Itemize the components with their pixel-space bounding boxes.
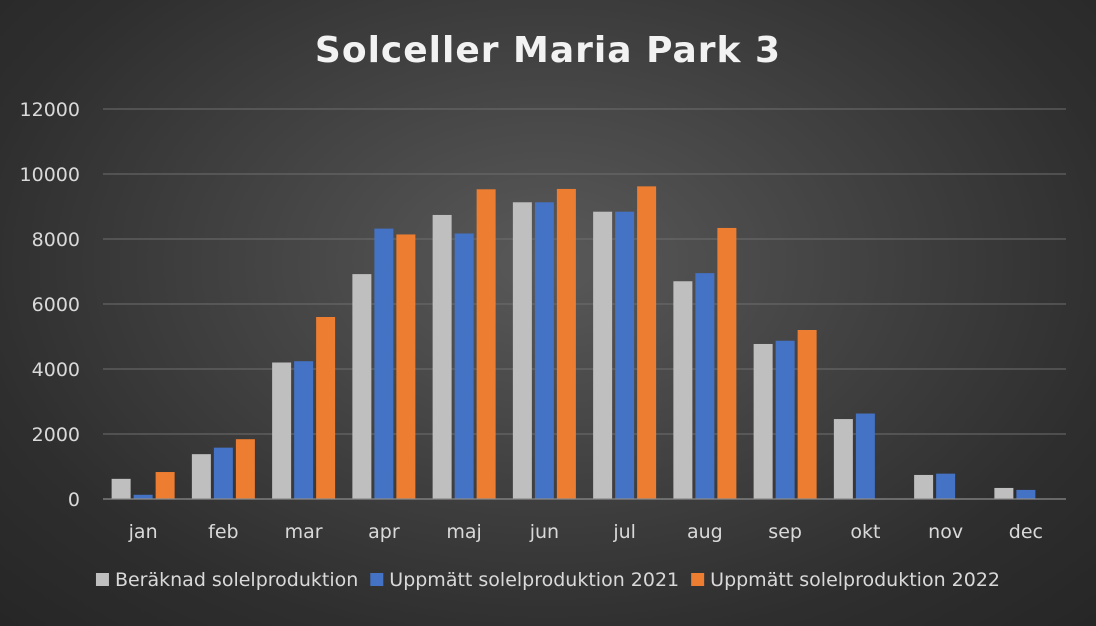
x-tick-label-mar: mar: [285, 521, 323, 543]
legend-item-series-2: Uppmätt solelproduktion 2021: [370, 569, 679, 591]
bar-feb-series-2: [213, 447, 233, 499]
bar-dec-series-1: [994, 487, 1014, 499]
bar-jul-series-2: [615, 211, 635, 499]
legend-item-series-3: Uppmätt solelproduktion 2022: [691, 569, 1000, 591]
bar-apr-series-1: [352, 274, 372, 499]
bar-feb-series-3: [235, 439, 255, 499]
bar-jun-series-1: [512, 202, 532, 499]
x-tick-label-apr: apr: [368, 521, 400, 543]
bar-aug-series-3: [717, 227, 737, 499]
bar-jul-series-1: [593, 211, 613, 499]
bar-sep-series-1: [753, 343, 773, 499]
bar-mar-series-1: [272, 362, 292, 499]
bar-jan-series-3: [155, 472, 175, 499]
gridlines: [103, 108, 1066, 435]
bar-jul-series-3: [637, 186, 657, 499]
x-tick-label-maj: maj: [446, 521, 481, 543]
x-tick-label-dec: dec: [1009, 521, 1043, 543]
x-tick-label-jun: jun: [529, 521, 559, 543]
bar-jan-series-2: [133, 494, 153, 499]
y-tick-label: 8000: [32, 229, 80, 251]
y-axis-ticks: 0 2000 4000 6000 8000 10000 12000: [20, 99, 80, 511]
x-tick-label-okt: okt: [850, 521, 880, 543]
legend-item-series-1: Beräknad solelproduktion: [95, 569, 358, 591]
bar-mar-series-2: [294, 361, 314, 499]
legend-label: Beräknad solelproduktion: [115, 569, 358, 591]
bar-maj-series-2: [454, 233, 474, 499]
bar-okt-series-2: [855, 413, 875, 499]
bar-jun-series-2: [534, 202, 554, 499]
legend-swatch: [95, 573, 109, 586]
bar-aug-series-2: [695, 273, 715, 499]
bar-dec-series-2: [1016, 489, 1036, 499]
legend-swatch: [370, 573, 384, 586]
bar-nov-series-1: [914, 474, 934, 499]
x-tick-label-jan: jan: [128, 521, 158, 543]
bars: [111, 186, 1036, 499]
y-tick-label: 6000: [32, 294, 80, 316]
bar-aug-series-1: [673, 281, 693, 499]
bar-feb-series-1: [191, 454, 211, 499]
bar-okt-series-1: [833, 419, 853, 499]
x-tick-label-aug: aug: [687, 521, 723, 543]
chart-title: Solceller Maria Park 3: [315, 30, 781, 71]
bar-maj-series-1: [432, 214, 452, 499]
bar-nov-series-2: [936, 473, 956, 499]
x-tick-label-nov: nov: [928, 521, 963, 543]
bar-apr-series-3: [396, 234, 416, 499]
bar-jan-series-1: [111, 478, 131, 499]
y-tick-label: 4000: [32, 359, 80, 381]
y-tick-label: 12000: [20, 99, 80, 121]
x-tick-label-feb: feb: [208, 521, 238, 543]
legend-label: Uppmätt solelproduktion 2022: [710, 569, 1000, 591]
legend-swatch: [691, 573, 705, 586]
y-tick-label: 10000: [20, 164, 80, 186]
bar-apr-series-2: [374, 228, 394, 499]
legend: Beräknad solelproduktion Uppmätt solelpro…: [95, 569, 1000, 591]
bar-sep-series-3: [797, 330, 817, 499]
bar-jun-series-3: [556, 188, 576, 499]
bar-mar-series-3: [316, 317, 336, 499]
x-axis-ticks: jan feb mar apr maj jun jul aug sep okt nov dec: [128, 521, 1043, 543]
y-tick-label: 2000: [32, 424, 80, 446]
x-tick-label-jul: jul: [612, 521, 636, 543]
x-tick-label-sep: sep: [768, 521, 802, 543]
y-tick-label: 0: [68, 489, 80, 511]
legend-label: Uppmätt solelproduktion 2021: [389, 569, 679, 591]
bar-sep-series-2: [775, 340, 795, 499]
bar-maj-series-3: [476, 189, 496, 499]
